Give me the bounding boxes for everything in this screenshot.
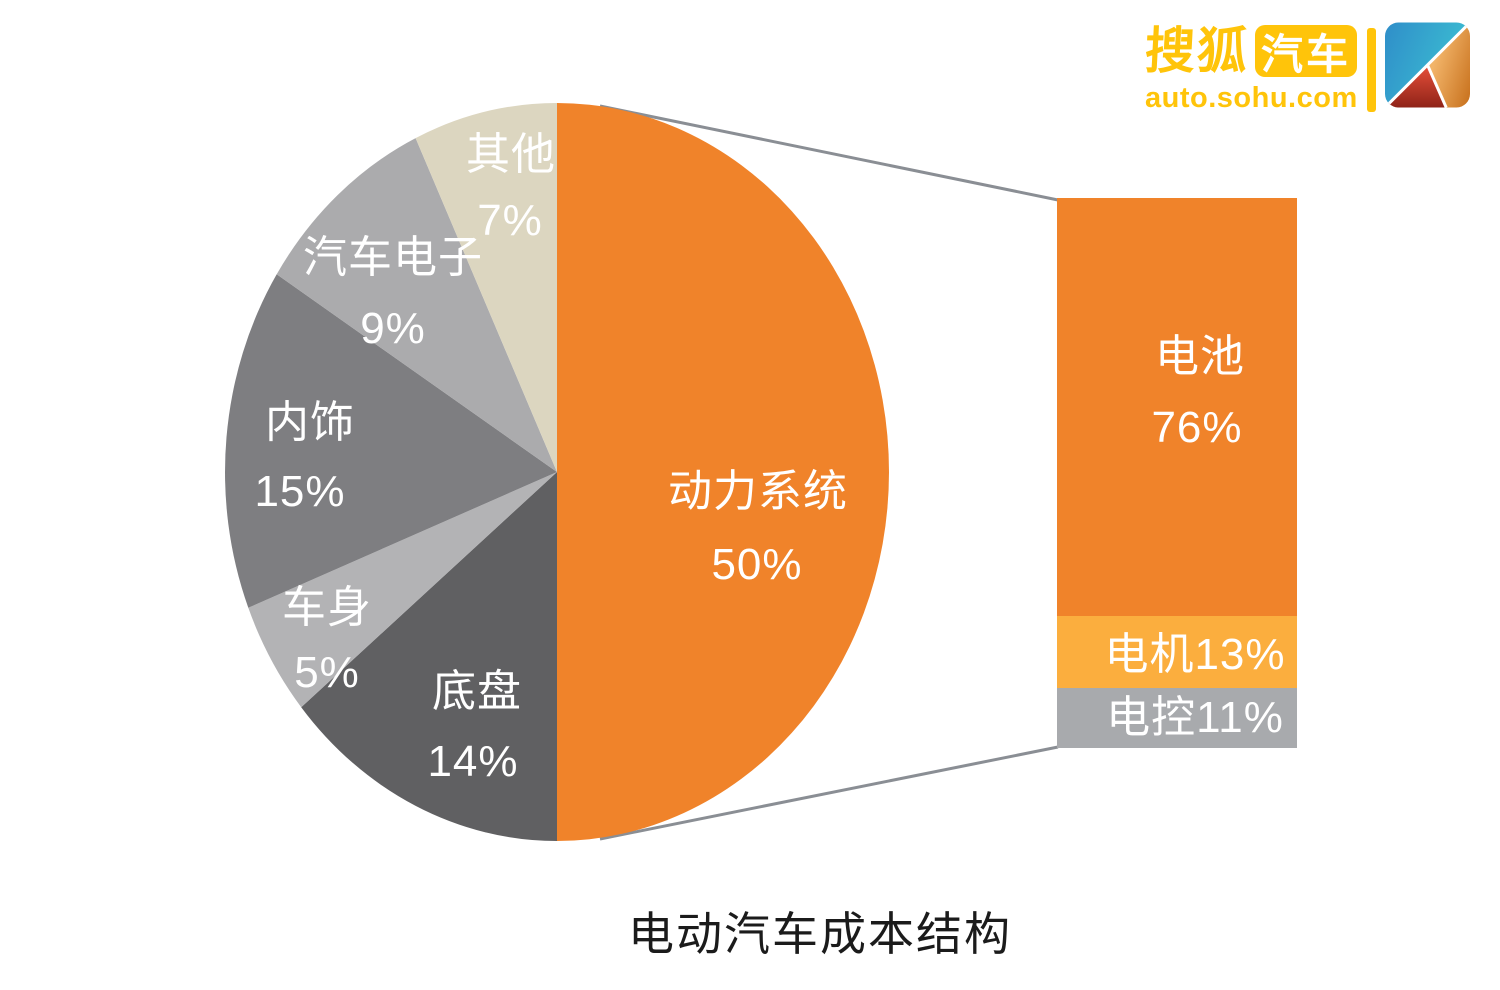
pie-value-powertrain: 50% — [711, 540, 803, 589]
pie-label-body: 车身 — [282, 583, 372, 632]
sohu-auto-logo[interactable]: 搜狐 汽车 auto.sohu.com — [1143, 23, 1358, 115]
pie-value-electronics: 9% — [360, 304, 426, 353]
bar-segment-3 — [1057, 687, 1297, 748]
pie-slice-2 — [301, 472, 557, 841]
bar-value-battery: 76% — [1151, 403, 1243, 452]
bar-segment-1 — [1057, 198, 1297, 616]
bar-label-motor: 电机13% — [1104, 630, 1286, 679]
pie-slice-5 — [276, 138, 557, 472]
sohu-auto-icon — [1385, 22, 1470, 108]
logo-separator — [1367, 28, 1376, 112]
pie-slice-1 — [557, 103, 889, 841]
pie-label-chassis: 底盘 — [432, 667, 522, 716]
logo-auto-badge: 汽车 — [1255, 25, 1357, 78]
pie-value-body: 5% — [294, 648, 360, 697]
breakout-bar — [1057, 198, 1297, 748]
bar-segment-2 — [1057, 616, 1297, 688]
chart-title: 电动汽车成本结构 — [628, 908, 1012, 960]
pie-label-electronics: 汽车电子 — [303, 233, 483, 282]
pie-slice-3 — [248, 472, 558, 708]
logo-url: auto.sohu.com — [1145, 82, 1358, 114]
pie-label-other: 其他 — [466, 130, 556, 179]
bar-label-controller: 电控11% — [1106, 693, 1284, 742]
pie-slice-6 — [415, 102, 557, 472]
logo-sohu-text: 搜狐 — [1143, 23, 1251, 79]
pie-value-chassis: 14% — [427, 737, 519, 786]
pie-value-other: 7% — [477, 196, 543, 245]
bar-label-battery: 电池 — [1155, 332, 1245, 381]
pie-label-powertrain: 动力系统 — [668, 467, 848, 516]
logo-text-row: 搜狐 汽车 — [1143, 23, 1357, 79]
pie-value-interior: 15% — [254, 467, 346, 516]
pie-slice-4 — [225, 274, 557, 608]
breakout-connector-lines — [599, 104, 1059, 841]
pie-label-interior: 内饰 — [265, 398, 355, 447]
